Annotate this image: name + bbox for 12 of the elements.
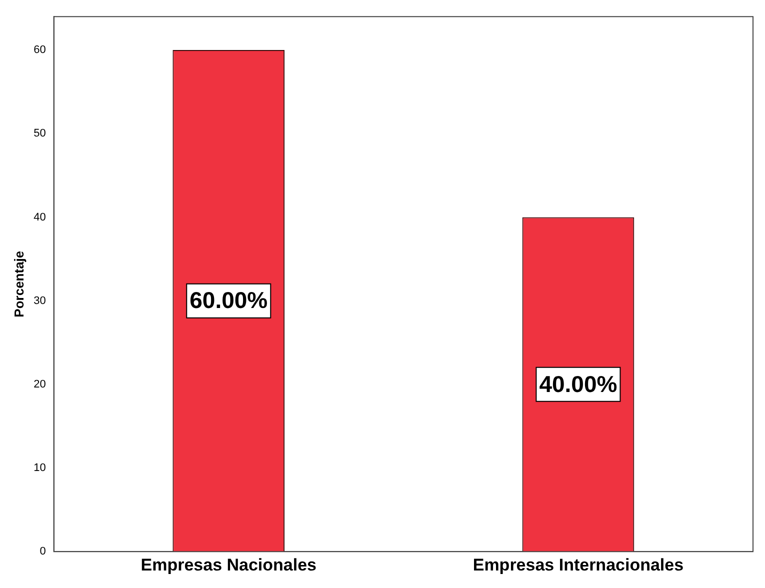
x-tick-label: Empresas Nacionales: [140, 555, 317, 574]
y-tick-label: 10: [34, 462, 46, 474]
data-label: 40.00%: [539, 370, 618, 397]
y-tick-label: 20: [34, 378, 46, 390]
data-label: 60.00%: [190, 287, 268, 314]
y-tick-label: 40: [34, 211, 46, 224]
y-tick-label: 60: [34, 44, 46, 56]
x-tick-label: Empresas Internacionales: [472, 555, 684, 574]
y-tick-label: 50: [34, 128, 46, 140]
y-tick-label: 30: [34, 294, 46, 307]
y-axis-title: Porcentaje: [11, 250, 26, 318]
y-tick-label: 0: [40, 546, 46, 558]
